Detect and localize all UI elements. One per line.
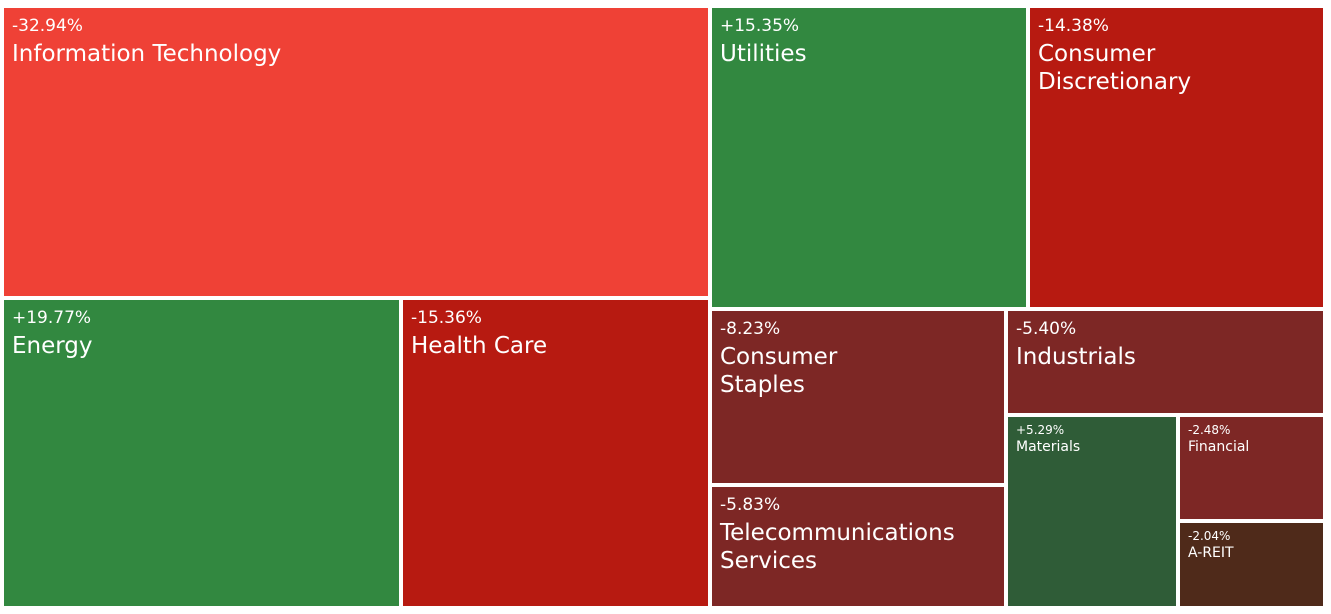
tile-sector-label: Utilities <box>720 41 807 67</box>
tile-change-label: +19.77% <box>12 308 92 328</box>
tile-sector-label: Industrials <box>1016 344 1136 370</box>
treemap-tile-a-reit[interactable]: -2.04% A-REIT <box>1180 523 1323 606</box>
tile-sector-label: A-REIT <box>1188 545 1234 561</box>
treemap-tile-consumer-discretionary[interactable]: -14.38% Consumer Discretionary <box>1030 8 1323 307</box>
treemap-tile-consumer-staples[interactable]: -8.23% Consumer Staples <box>712 311 1004 483</box>
tile-change-label: -2.48% <box>1188 423 1231 437</box>
tile-change-label: -32.94% <box>12 16 83 36</box>
treemap-tile-materials[interactable]: +5.29% Materials <box>1008 417 1176 606</box>
tile-change-label: -8.23% <box>720 319 781 339</box>
tile-sector-label: Telecommunications Services <box>720 520 955 575</box>
tile-change-label: -5.40% <box>1016 319 1077 339</box>
tile-sector-label: Materials <box>1016 439 1081 455</box>
tile-change-label: -2.04% <box>1188 529 1231 543</box>
tile-sector-label: Consumer Discretionary <box>1038 41 1192 96</box>
tile-change-label: -15.36% <box>411 308 482 328</box>
tile-sector-label: Information Technology <box>12 41 282 67</box>
treemap-tile-utilities[interactable]: +15.35% Utilities <box>712 8 1026 307</box>
tile-sector-label: Financial <box>1188 439 1250 455</box>
tile-change-label: +5.29% <box>1016 423 1065 437</box>
tile-change-label: +15.35% <box>720 16 800 36</box>
treemap-tile-industrials[interactable]: -5.40% Industrials <box>1008 311 1323 413</box>
treemap-tile-information-technology[interactable]: -32.94% Information Technology <box>4 8 708 296</box>
tile-sector-label: Health Care <box>411 333 548 359</box>
treemap-tile-telecommunications-services[interactable]: -5.83% Telecommunications Services <box>712 487 1004 606</box>
treemap-tile-health-care[interactable]: -15.36% Health Care <box>403 300 708 606</box>
treemap-tile-financial[interactable]: -2.48% Financial <box>1180 417 1323 519</box>
treemap-tile-energy[interactable]: +19.77% Energy <box>4 300 399 606</box>
tile-sector-label: Consumer Staples <box>720 344 838 399</box>
tile-change-label: -14.38% <box>1038 16 1109 36</box>
tile-sector-label: Energy <box>12 333 93 359</box>
tile-change-label: -5.83% <box>720 495 781 515</box>
